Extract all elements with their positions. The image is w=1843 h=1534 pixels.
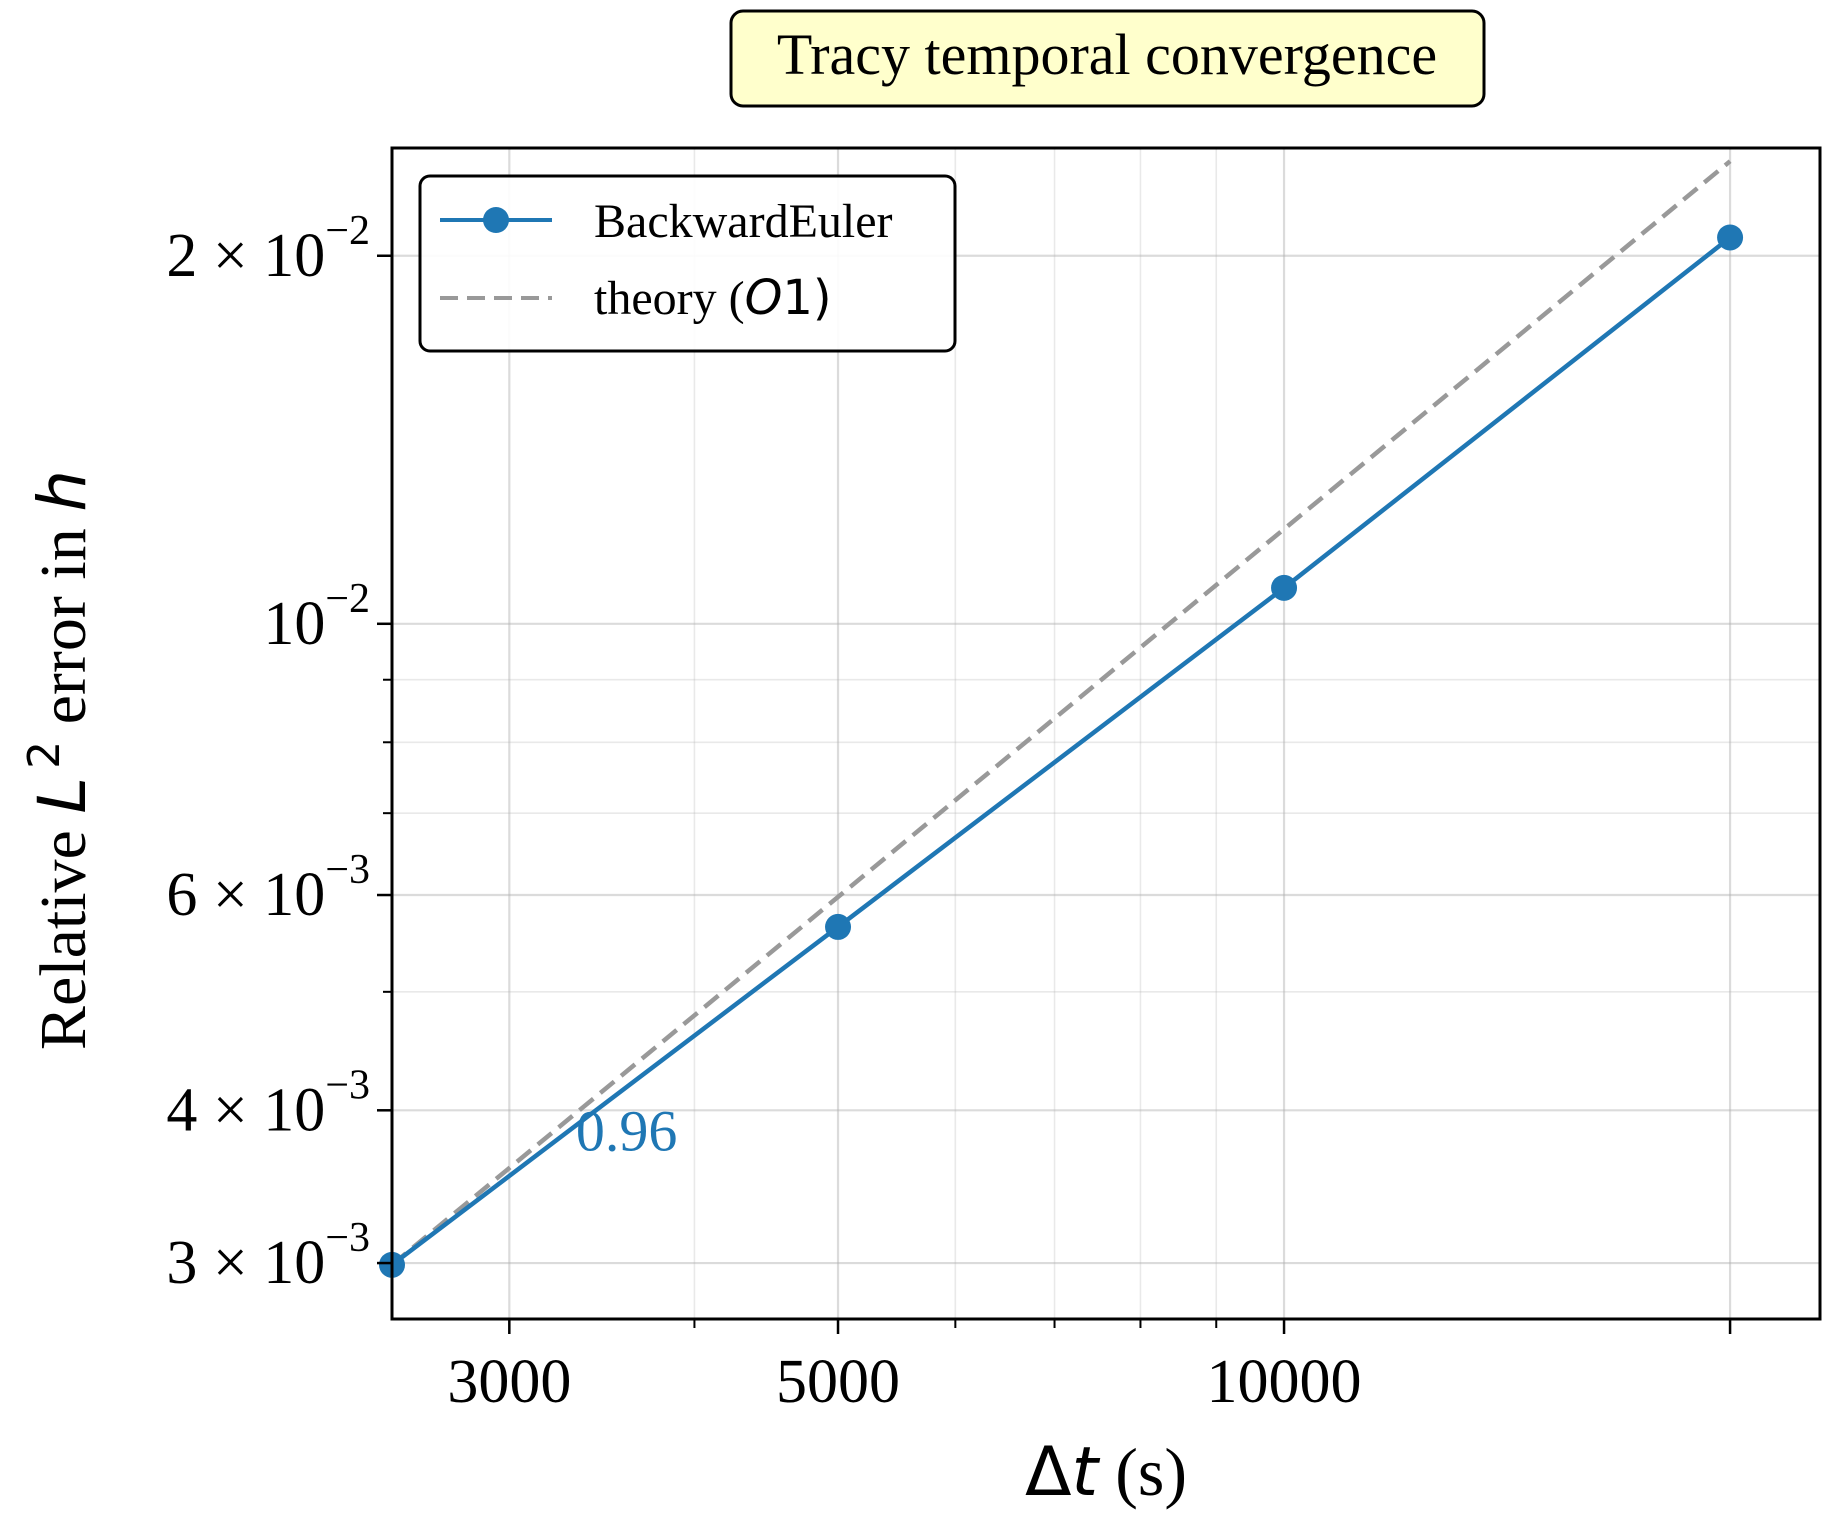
series-line-theory: [390, 159, 1732, 1267]
y-tick-label: 4 × 10−3: [166, 1062, 370, 1144]
slope-annotation: 0.96: [576, 1099, 678, 1164]
plot-frame: [390, 146, 1822, 1321]
tick-marks: [377, 254, 1732, 1334]
legend-item-backwardeuler: BackwardEuler: [440, 195, 893, 248]
series-line-backwardeuler: [390, 235, 1732, 1267]
legend-label-theory: theory (O1): [594, 270, 832, 326]
y-tick-label: 10−2: [263, 576, 370, 658]
data-point-backwardeuler: [825, 913, 852, 940]
y-tick-label: 6 × 10−3: [166, 847, 370, 929]
y-axis-label: Relative L2 error in h: [19, 470, 101, 1050]
legend-label-backwardeuler: BackwardEuler: [594, 195, 893, 248]
y-tick-label: 2 × 10−2: [166, 208, 370, 290]
x-tick-label: 5000: [776, 1348, 900, 1416]
data-point-backwardeuler: [1271, 574, 1298, 601]
chart-title-box: Tracy temporal convergence: [729, 9, 1486, 108]
annotation-layer: 0.96: [576, 1099, 678, 1164]
legend-marker-backwardeuler: [483, 207, 509, 233]
x-tick-label: 3000: [447, 1348, 571, 1416]
x-tick-label: 10000: [1207, 1348, 1362, 1416]
legend-box: [418, 174, 957, 353]
legend: BackwardEuler theory (O1): [418, 174, 957, 353]
minor-y-gridlines: [392, 678, 1820, 993]
chart-title: Tracy temporal convergence: [777, 22, 1437, 87]
x-tick-labels: 3000 5000 10000: [447, 1348, 1361, 1416]
data-point-backwardeuler: [1717, 224, 1744, 251]
y-tick-labels: 3 × 10−3 4 × 10−3 6 × 10−3 10−2 2 × 10−2: [166, 208, 370, 1297]
y-tick-label: 3 × 10−3: [166, 1215, 370, 1297]
legend-item-theory: theory (O1): [440, 270, 832, 326]
x-axis-label: Δt (s): [1025, 1433, 1187, 1512]
